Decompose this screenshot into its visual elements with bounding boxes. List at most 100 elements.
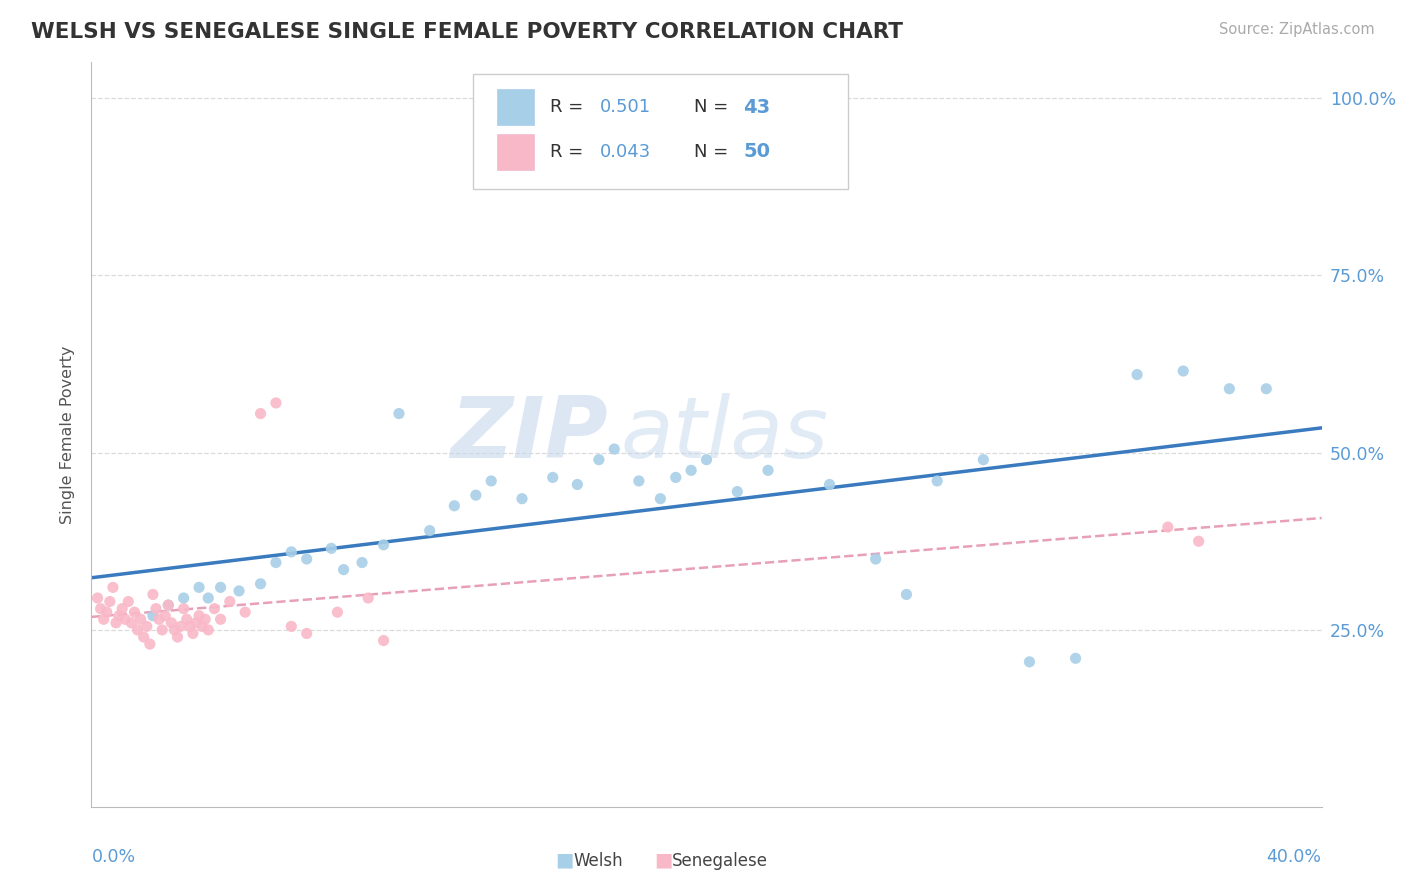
Point bbox=[169, 619, 191, 633]
Point bbox=[1018, 655, 1040, 669]
Point bbox=[249, 577, 271, 591]
Point bbox=[153, 608, 177, 623]
Point bbox=[194, 612, 217, 626]
Text: ■: ■ bbox=[654, 851, 672, 870]
Point bbox=[181, 626, 204, 640]
Point bbox=[96, 605, 118, 619]
Text: 0.0%: 0.0% bbox=[91, 848, 135, 866]
Point bbox=[197, 591, 219, 605]
Point bbox=[160, 615, 183, 630]
Point bbox=[101, 580, 124, 594]
Text: Source: ZipAtlas.com: Source: ZipAtlas.com bbox=[1219, 22, 1375, 37]
Point bbox=[927, 474, 949, 488]
Text: 43: 43 bbox=[744, 97, 770, 117]
Point bbox=[129, 612, 152, 626]
Point bbox=[120, 615, 142, 630]
Point bbox=[173, 601, 195, 615]
Text: 40.0%: 40.0% bbox=[1267, 848, 1322, 866]
Point bbox=[357, 591, 380, 605]
Point bbox=[135, 619, 157, 633]
Point bbox=[567, 477, 589, 491]
Point bbox=[157, 598, 180, 612]
Point bbox=[373, 538, 395, 552]
Point bbox=[166, 630, 188, 644]
Text: atlas: atlas bbox=[620, 393, 828, 476]
Point bbox=[1064, 651, 1087, 665]
Point bbox=[233, 605, 256, 619]
Point bbox=[1256, 382, 1278, 396]
Point bbox=[1218, 382, 1240, 396]
Point bbox=[90, 601, 112, 615]
Point bbox=[86, 591, 108, 605]
FancyBboxPatch shape bbox=[498, 134, 534, 169]
FancyBboxPatch shape bbox=[472, 74, 848, 189]
Point bbox=[972, 452, 994, 467]
Point bbox=[756, 463, 779, 477]
Point bbox=[117, 594, 139, 608]
Point bbox=[98, 594, 121, 608]
Point bbox=[197, 623, 219, 637]
Point bbox=[132, 630, 155, 644]
Point bbox=[124, 605, 146, 619]
Point bbox=[388, 407, 411, 421]
Point bbox=[209, 612, 232, 626]
Point bbox=[443, 499, 465, 513]
Text: Senegalese: Senegalese bbox=[672, 852, 768, 870]
Point bbox=[108, 608, 131, 623]
Point bbox=[105, 615, 127, 630]
Point bbox=[249, 407, 271, 421]
Point bbox=[588, 452, 610, 467]
Point bbox=[681, 463, 703, 477]
Point bbox=[321, 541, 343, 556]
Point bbox=[114, 612, 136, 626]
Point bbox=[1126, 368, 1149, 382]
Text: Welsh: Welsh bbox=[574, 852, 623, 870]
Point bbox=[1187, 534, 1209, 549]
Point bbox=[148, 612, 170, 626]
Point bbox=[1157, 520, 1180, 534]
Point bbox=[209, 580, 232, 594]
Y-axis label: Single Female Poverty: Single Female Poverty bbox=[60, 345, 76, 524]
Point bbox=[111, 601, 134, 615]
Point bbox=[326, 605, 349, 619]
Point bbox=[373, 633, 395, 648]
Point bbox=[202, 601, 225, 615]
Text: 0.501: 0.501 bbox=[599, 98, 651, 116]
Point bbox=[510, 491, 533, 506]
Point bbox=[191, 619, 214, 633]
Point bbox=[479, 474, 502, 488]
Text: 50: 50 bbox=[744, 143, 770, 161]
Point bbox=[332, 563, 354, 577]
Point bbox=[142, 608, 165, 623]
Point bbox=[295, 626, 318, 640]
Point bbox=[603, 442, 626, 456]
Text: N =: N = bbox=[695, 143, 734, 161]
Point bbox=[350, 556, 373, 570]
Point bbox=[188, 608, 211, 623]
Text: WELSH VS SENEGALESE SINGLE FEMALE POVERTY CORRELATION CHART: WELSH VS SENEGALESE SINGLE FEMALE POVERT… bbox=[31, 22, 903, 42]
Point bbox=[179, 619, 201, 633]
Point bbox=[218, 594, 240, 608]
Point bbox=[264, 396, 287, 410]
Point bbox=[173, 591, 195, 605]
Point bbox=[188, 580, 211, 594]
Point bbox=[1173, 364, 1195, 378]
Text: R =: R = bbox=[550, 143, 589, 161]
Point bbox=[295, 552, 318, 566]
Text: N =: N = bbox=[695, 98, 734, 116]
Text: 0.043: 0.043 bbox=[599, 143, 651, 161]
Point bbox=[725, 484, 748, 499]
FancyBboxPatch shape bbox=[498, 89, 534, 125]
Point bbox=[139, 637, 162, 651]
Point bbox=[818, 477, 841, 491]
Point bbox=[464, 488, 486, 502]
Point bbox=[865, 552, 887, 566]
Point bbox=[157, 598, 180, 612]
Point bbox=[541, 470, 564, 484]
Point bbox=[627, 474, 650, 488]
Point bbox=[163, 623, 186, 637]
Point bbox=[127, 623, 149, 637]
Point bbox=[896, 587, 918, 601]
Point bbox=[264, 556, 287, 570]
Point bbox=[150, 623, 173, 637]
